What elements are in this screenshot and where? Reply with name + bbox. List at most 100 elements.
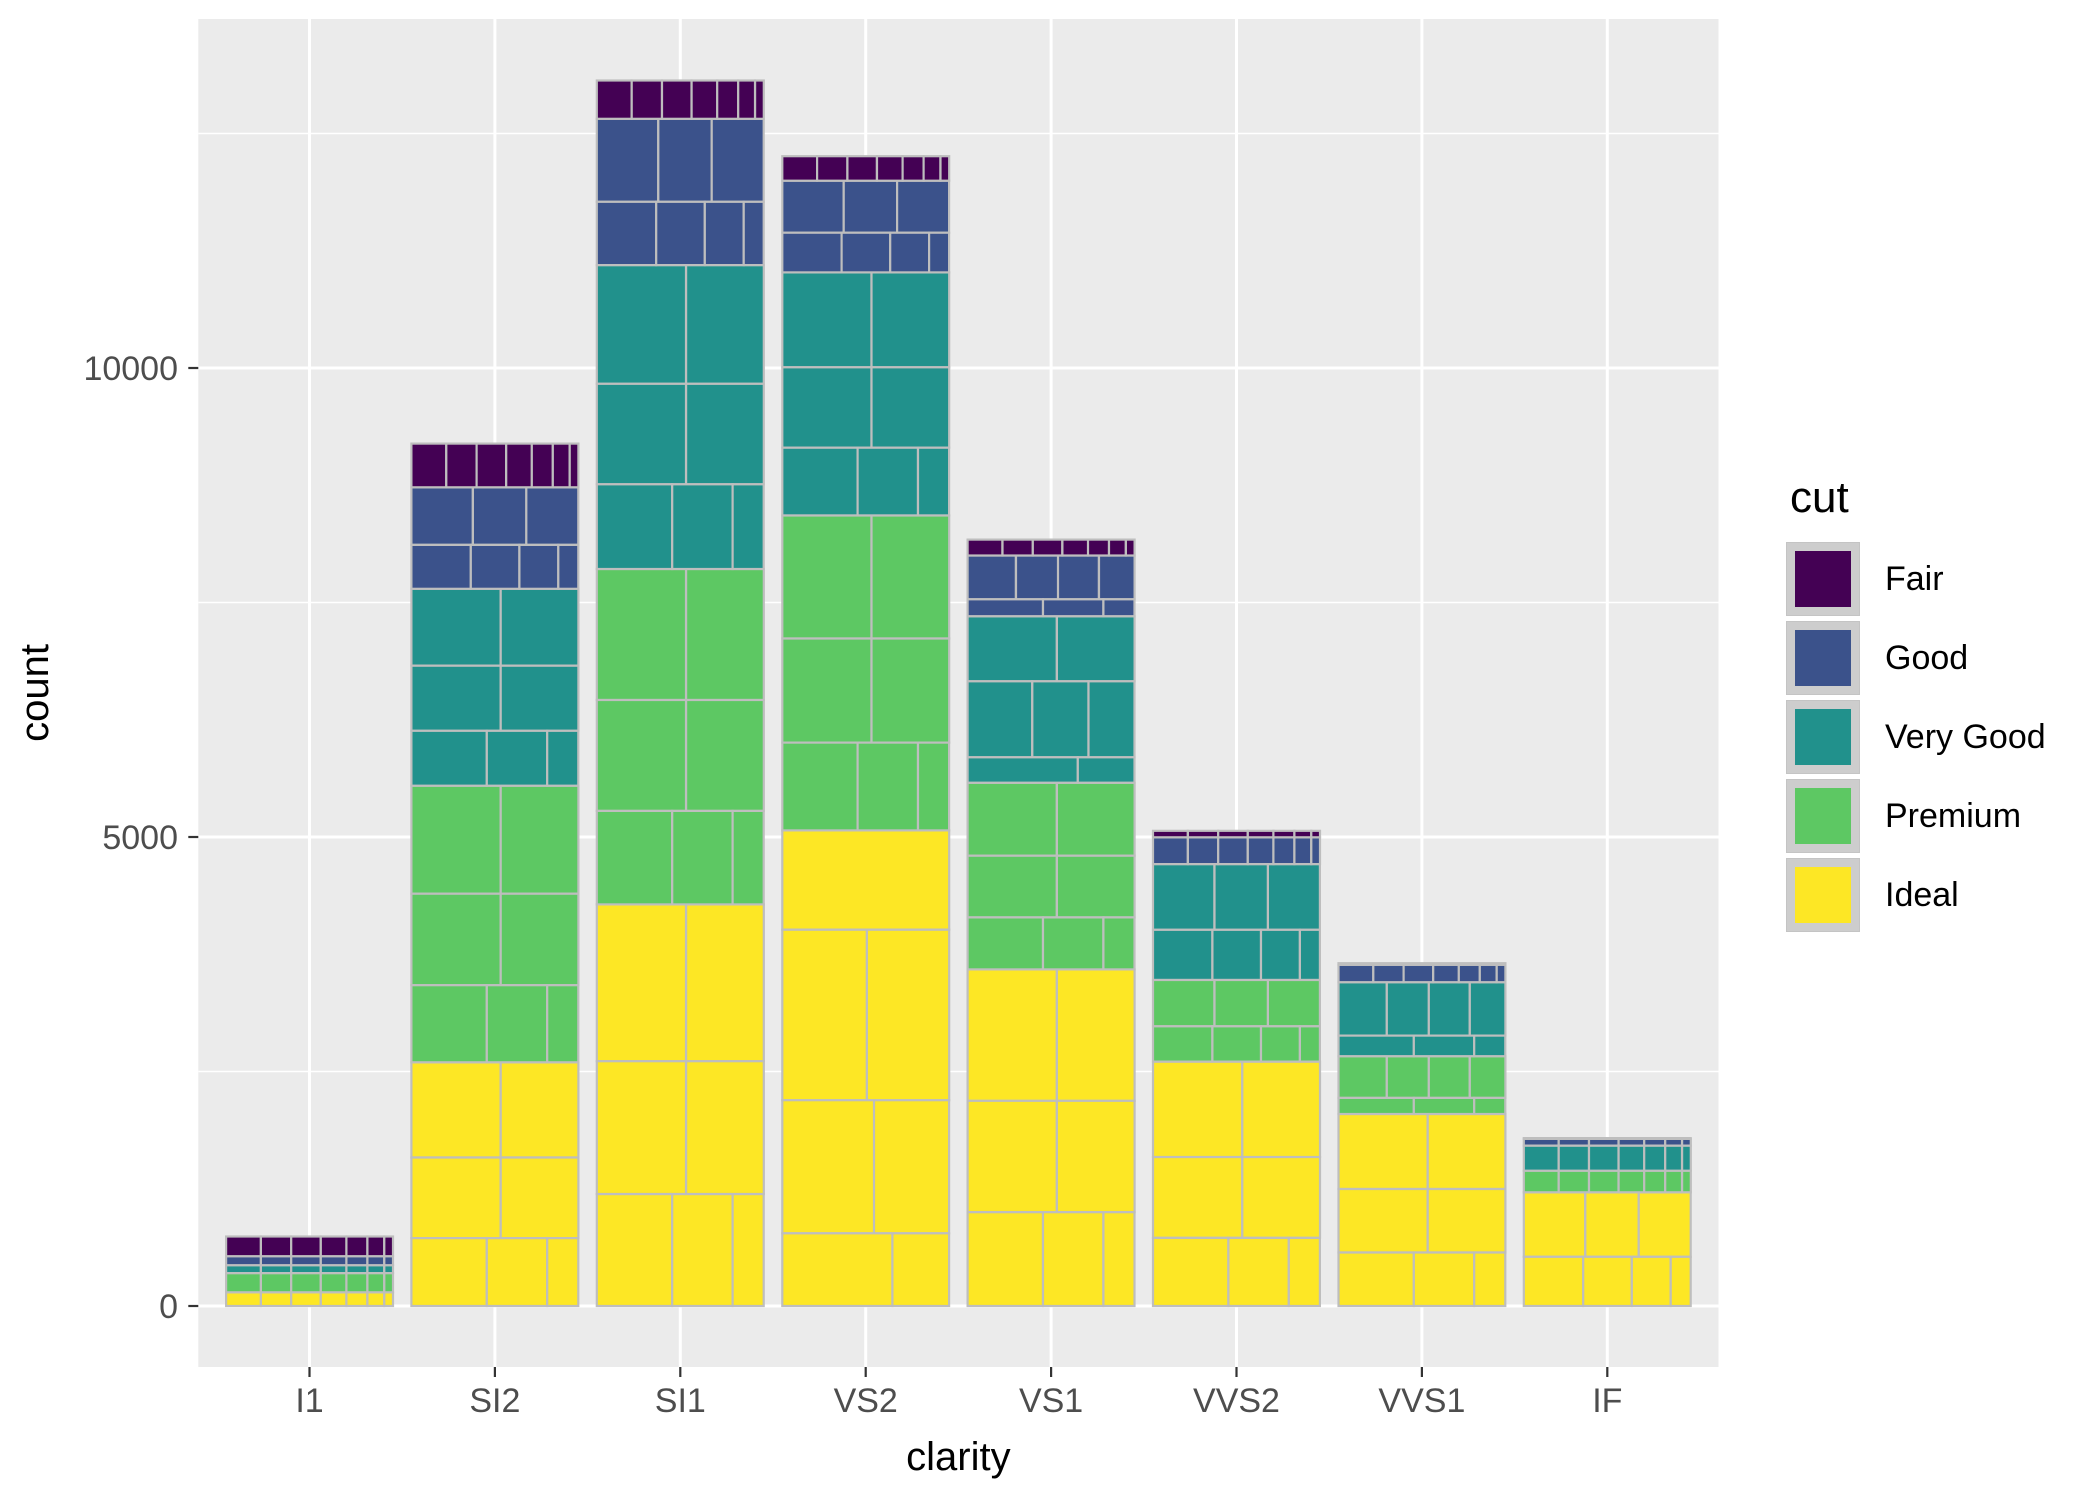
bar-segment-cell [1107,538,1127,557]
bar-segment-cell [1151,1236,1230,1308]
bar-segment-cell [505,442,534,489]
segment-ideal [225,1291,395,1308]
bar-segment-cell [870,514,951,640]
bar-segment-cell [225,1235,263,1258]
bar-segment-cell [781,366,873,449]
bar-segment-cell [366,1271,386,1294]
bar-segment-cell [1293,829,1313,839]
legend-key [1786,621,1860,695]
bar-I1 [225,1235,395,1308]
bar-segment-cell [966,680,1034,759]
legend-key [1786,542,1860,616]
bar-segment-cell [1584,1191,1640,1258]
bar-segment-cell [1337,1034,1416,1058]
segment-good [595,117,765,267]
legend-item-premium: Premium [1786,779,2046,853]
bar-segment-cell [410,729,488,787]
bar-VVS1 [1337,962,1507,1308]
bar-segment-cell [499,1156,580,1240]
bar-segment-cell [1259,928,1302,981]
segment-ideal [966,968,1136,1308]
bar-segment-cell [1246,829,1275,839]
bar-segment-cell [815,155,849,182]
bar-segment-cell [1337,963,1375,984]
bar-segment-cell [1522,1169,1560,1194]
bar-segment-cell [469,543,521,590]
bar-segment-cell [731,1192,765,1308]
bar-segment-cell [1473,1251,1507,1308]
segment-fair [966,538,1136,557]
axis-ticks [188,366,1609,1377]
bar-segment-cell [1041,1211,1105,1308]
x-tick-label: VVS1 [1378,1382,1465,1420]
bar-segment-cell [927,231,951,274]
bar-segment-cell [383,1291,395,1308]
bar-segment-cell [781,179,845,234]
bar-segment-cell [410,486,474,546]
bar-segment-cell [781,271,873,369]
segment-fair [1151,829,1322,839]
bar-segment-cell [259,1264,293,1275]
legend-key [1786,858,1860,932]
segment-very-good [1151,862,1322,981]
bar-segment-cell [259,1291,293,1308]
bar-segment-cell [1582,1255,1633,1308]
segment-very-good [225,1264,395,1275]
bar-segment-cell [471,486,528,546]
segment-premium [1522,1169,1692,1194]
bar-segment-cell [345,1255,369,1267]
bar-segment-cell [966,554,1017,601]
bar-segment-cell [1337,962,1507,966]
segment-premium [1337,1055,1507,1116]
bar-segment-cell [410,1061,502,1159]
bar-segment-cell [410,984,488,1064]
bar-segment-cell [684,382,765,486]
bar-segment-cell [671,809,734,906]
bar-segment-cell [1213,862,1270,931]
bar-segment-cell [259,1271,293,1294]
bar-segment-cell [595,79,633,120]
bar-segment-cell [966,1099,1058,1214]
bar-segment-cell [410,442,448,489]
bar-segment-cell [1151,978,1216,1028]
bar-segment-cell [1478,963,1498,984]
bar-segment-cell [781,741,859,832]
bar-segment-cell [781,1099,876,1235]
bar-segment-cell [1426,1187,1507,1254]
legend-swatch-icon [1795,551,1851,607]
bar-segment-cell [966,598,1045,618]
bar-segment-cell [1055,968,1136,1103]
bar-segment-cell [1468,1055,1507,1099]
legend-title: cut [1790,473,1849,522]
bar-segment-cell [684,698,765,813]
bar-segment-cell [630,79,664,120]
legend-item-good: Good [1786,621,2046,695]
bar-segment-cell [1087,680,1136,759]
legend-swatch-icon [1795,709,1851,765]
bar-segment-cell [410,892,502,987]
segment-ideal [1337,1112,1507,1308]
bar-segment-cell [781,928,868,1102]
bar-segment-cell [1151,1025,1214,1063]
bar-segment-cell [1412,1251,1476,1308]
legend-swatch-icon [1795,630,1851,686]
bar-segment-cell [1522,1191,1587,1258]
bar-segment-cell [1266,978,1322,1028]
segment-ideal [1522,1191,1692,1308]
bar-segment-cell [1310,829,1322,839]
bar-segment-cell [966,781,1058,857]
legend-item-very-good: Very Good [1786,700,2046,774]
segment-good [966,554,1136,618]
bar-segment-cell [1055,854,1136,919]
bar-segment-cell [290,1264,322,1275]
legend-items: Fair Good Very Good Premium Ideal [1786,542,2046,937]
legend-key [1786,700,1860,774]
bar-segment-cell [345,1235,369,1258]
bar-segment-cell [1385,981,1431,1037]
bar-segment-cell [1186,836,1220,866]
bar-segment-cell [916,446,951,517]
bar-segment-cell [1266,862,1322,931]
bar-segment-cell [1522,1144,1560,1172]
bar-segment-cell [1426,1112,1507,1191]
bar-segment-cell [595,200,658,267]
